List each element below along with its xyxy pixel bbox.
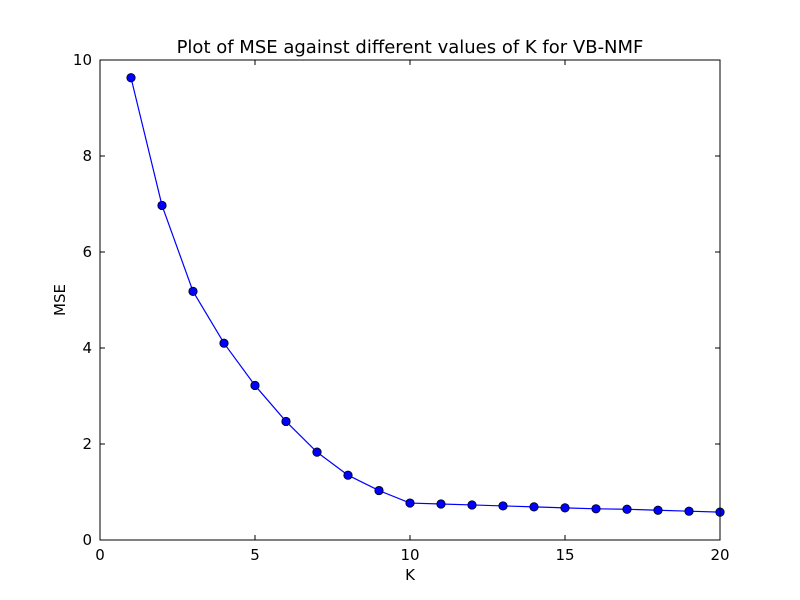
x-tick-label-0: 0 <box>95 546 105 564</box>
series-line-0 <box>130 77 721 513</box>
data-point-5 <box>281 416 291 427</box>
plot-area <box>100 60 720 540</box>
data-point-13 <box>529 502 539 512</box>
data-point-2 <box>188 286 198 296</box>
y-tick-label-2: 4 <box>82 339 92 357</box>
data-point-3 <box>219 338 229 348</box>
data-point-0 <box>126 73 136 83</box>
data-point-7 <box>343 470 353 480</box>
data-point-17 <box>653 505 663 515</box>
data-point-16 <box>622 504 632 514</box>
y-tick-label-3: 6 <box>82 243 92 261</box>
data-point-6 <box>312 447 322 457</box>
y-tick-label-1: 2 <box>82 435 92 453</box>
series-layer <box>126 73 725 517</box>
x-tick-label-3: 15 <box>555 546 574 564</box>
plot-frame <box>99 59 721 541</box>
x-tick-label-2: 10 <box>400 546 419 564</box>
axis-tick-labels: 0 5 10 15 20 0 2 4 6 8 10 <box>73 51 730 564</box>
x-tick-label-4: 20 <box>710 546 729 564</box>
data-point-10 <box>436 499 446 509</box>
y-axis-label: MSE <box>51 284 69 316</box>
y-tick-label-5: 10 <box>73 51 92 69</box>
x-tick-label-1: 5 <box>250 546 260 564</box>
data-point-8 <box>374 485 384 496</box>
data-point-12 <box>498 501 508 511</box>
y-tick-label-4: 8 <box>82 147 92 165</box>
data-point-4 <box>250 380 260 391</box>
data-point-15 <box>591 504 601 514</box>
data-point-14 <box>560 503 570 513</box>
y-tick-label-0: 0 <box>82 531 92 549</box>
data-point-1 <box>157 200 167 211</box>
data-point-9 <box>405 498 415 508</box>
x-axis-label: K <box>405 566 416 584</box>
chart-title: Plot of MSE against different values of … <box>177 37 644 58</box>
data-point-11 <box>467 500 477 510</box>
data-point-18 <box>684 506 694 516</box>
